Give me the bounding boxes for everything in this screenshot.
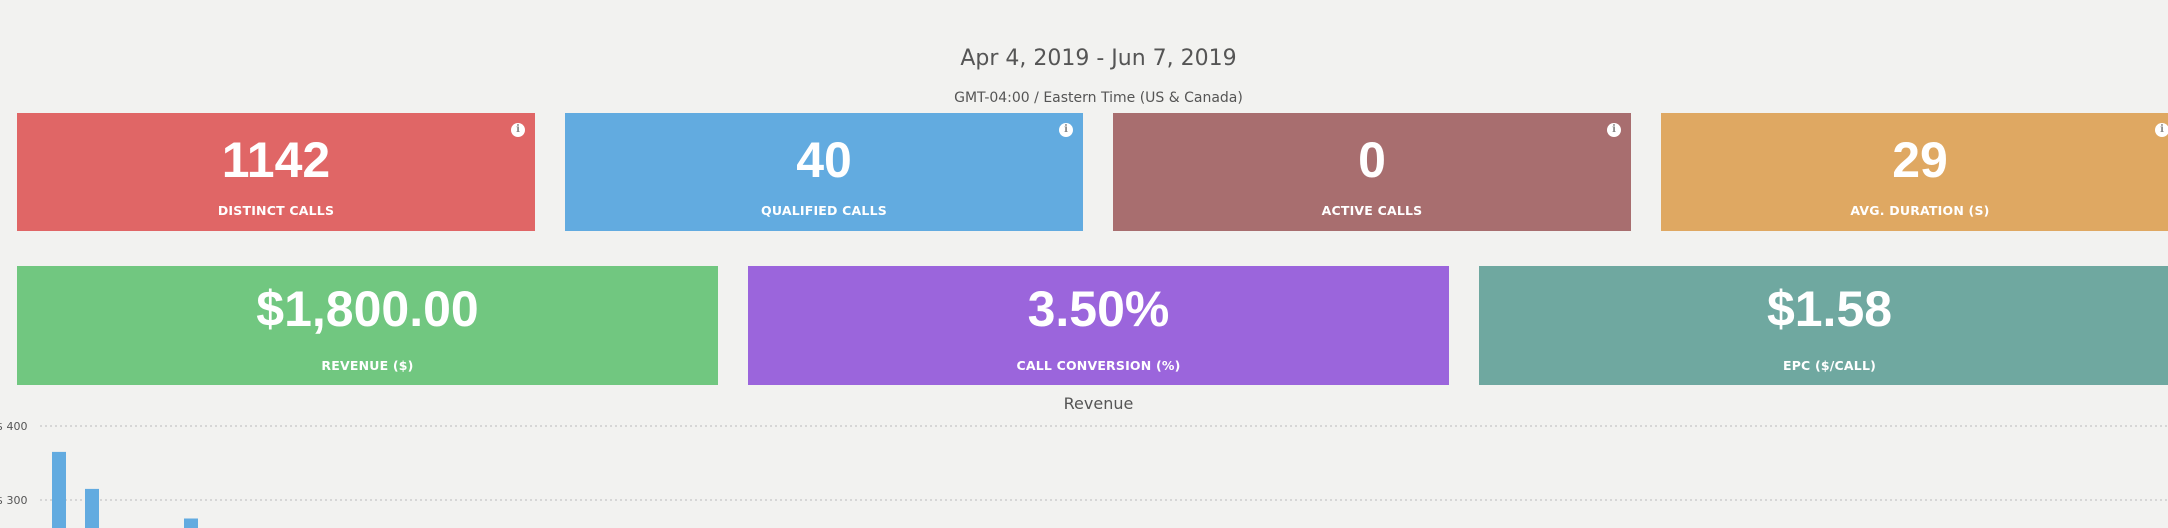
active-calls-value: 0 <box>1358 132 1386 188</box>
distinct-calls-label: DISTINCT CALLS <box>217 203 335 218</box>
revenue-bar[interactable] <box>52 451 66 528</box>
active-calls-label: ACTIVE CALLS <box>1321 203 1423 218</box>
info-icon[interactable]: i <box>1607 123 1621 137</box>
revenue-value: $1,800.00 <box>256 281 479 337</box>
timezone-label: GMT-04:00 / Eastern Time (US & Canada) <box>954 90 1243 106</box>
qualified-calls-value: 40 <box>796 132 852 188</box>
qualified-calls-label: QUALIFIED CALLS <box>761 203 887 218</box>
active-calls-tile: 0 ACTIVE CALLS i <box>1113 113 1631 231</box>
distinct-calls-value: 1142 <box>221 132 331 188</box>
y-tick-label: $ 300 <box>0 494 28 507</box>
epc-label: EPC ($/CALL) <box>1782 358 1877 373</box>
avg-duration-label: AVG. DURATION (S) <box>1850 203 1990 218</box>
distinct-calls-tile: 1142 DISTINCT CALLS i <box>17 113 535 231</box>
info-icon[interactable]: i <box>2155 123 2168 137</box>
revenue-bar[interactable] <box>184 518 198 528</box>
epc-tile: $1.58 EPC ($/CALL) <box>1479 266 2168 385</box>
y-tick-label: $ 400 <box>0 420 28 433</box>
info-icon[interactable]: i <box>511 123 525 137</box>
epc-value: $1.58 <box>1766 281 1893 337</box>
info-icon[interactable]: i <box>1059 123 1073 137</box>
chart-title: Revenue <box>1063 394 1134 413</box>
call-conversion-label: CALL CONVERSION (%) <box>1016 358 1181 373</box>
qualified-calls-tile: 40 QUALIFIED CALLS i <box>565 113 1083 231</box>
revenue-label: REVENUE ($) <box>321 358 414 373</box>
call-conversion-value: 3.50% <box>1027 281 1170 337</box>
revenue-chart: $ 400 $ 300 <box>0 420 2168 528</box>
revenue-bar[interactable] <box>85 488 99 528</box>
revenue-tile: $1,800.00 REVENUE ($) <box>17 266 718 385</box>
call-conversion-tile: 3.50% CALL CONVERSION (%) <box>748 266 1449 385</box>
avg-duration-tile: 29 AVG. DURATION (S) i <box>1661 113 2168 231</box>
date-range: Apr 4, 2019 - Jun 7, 2019 <box>960 46 1237 71</box>
avg-duration-value: 29 <box>1892 132 1948 188</box>
